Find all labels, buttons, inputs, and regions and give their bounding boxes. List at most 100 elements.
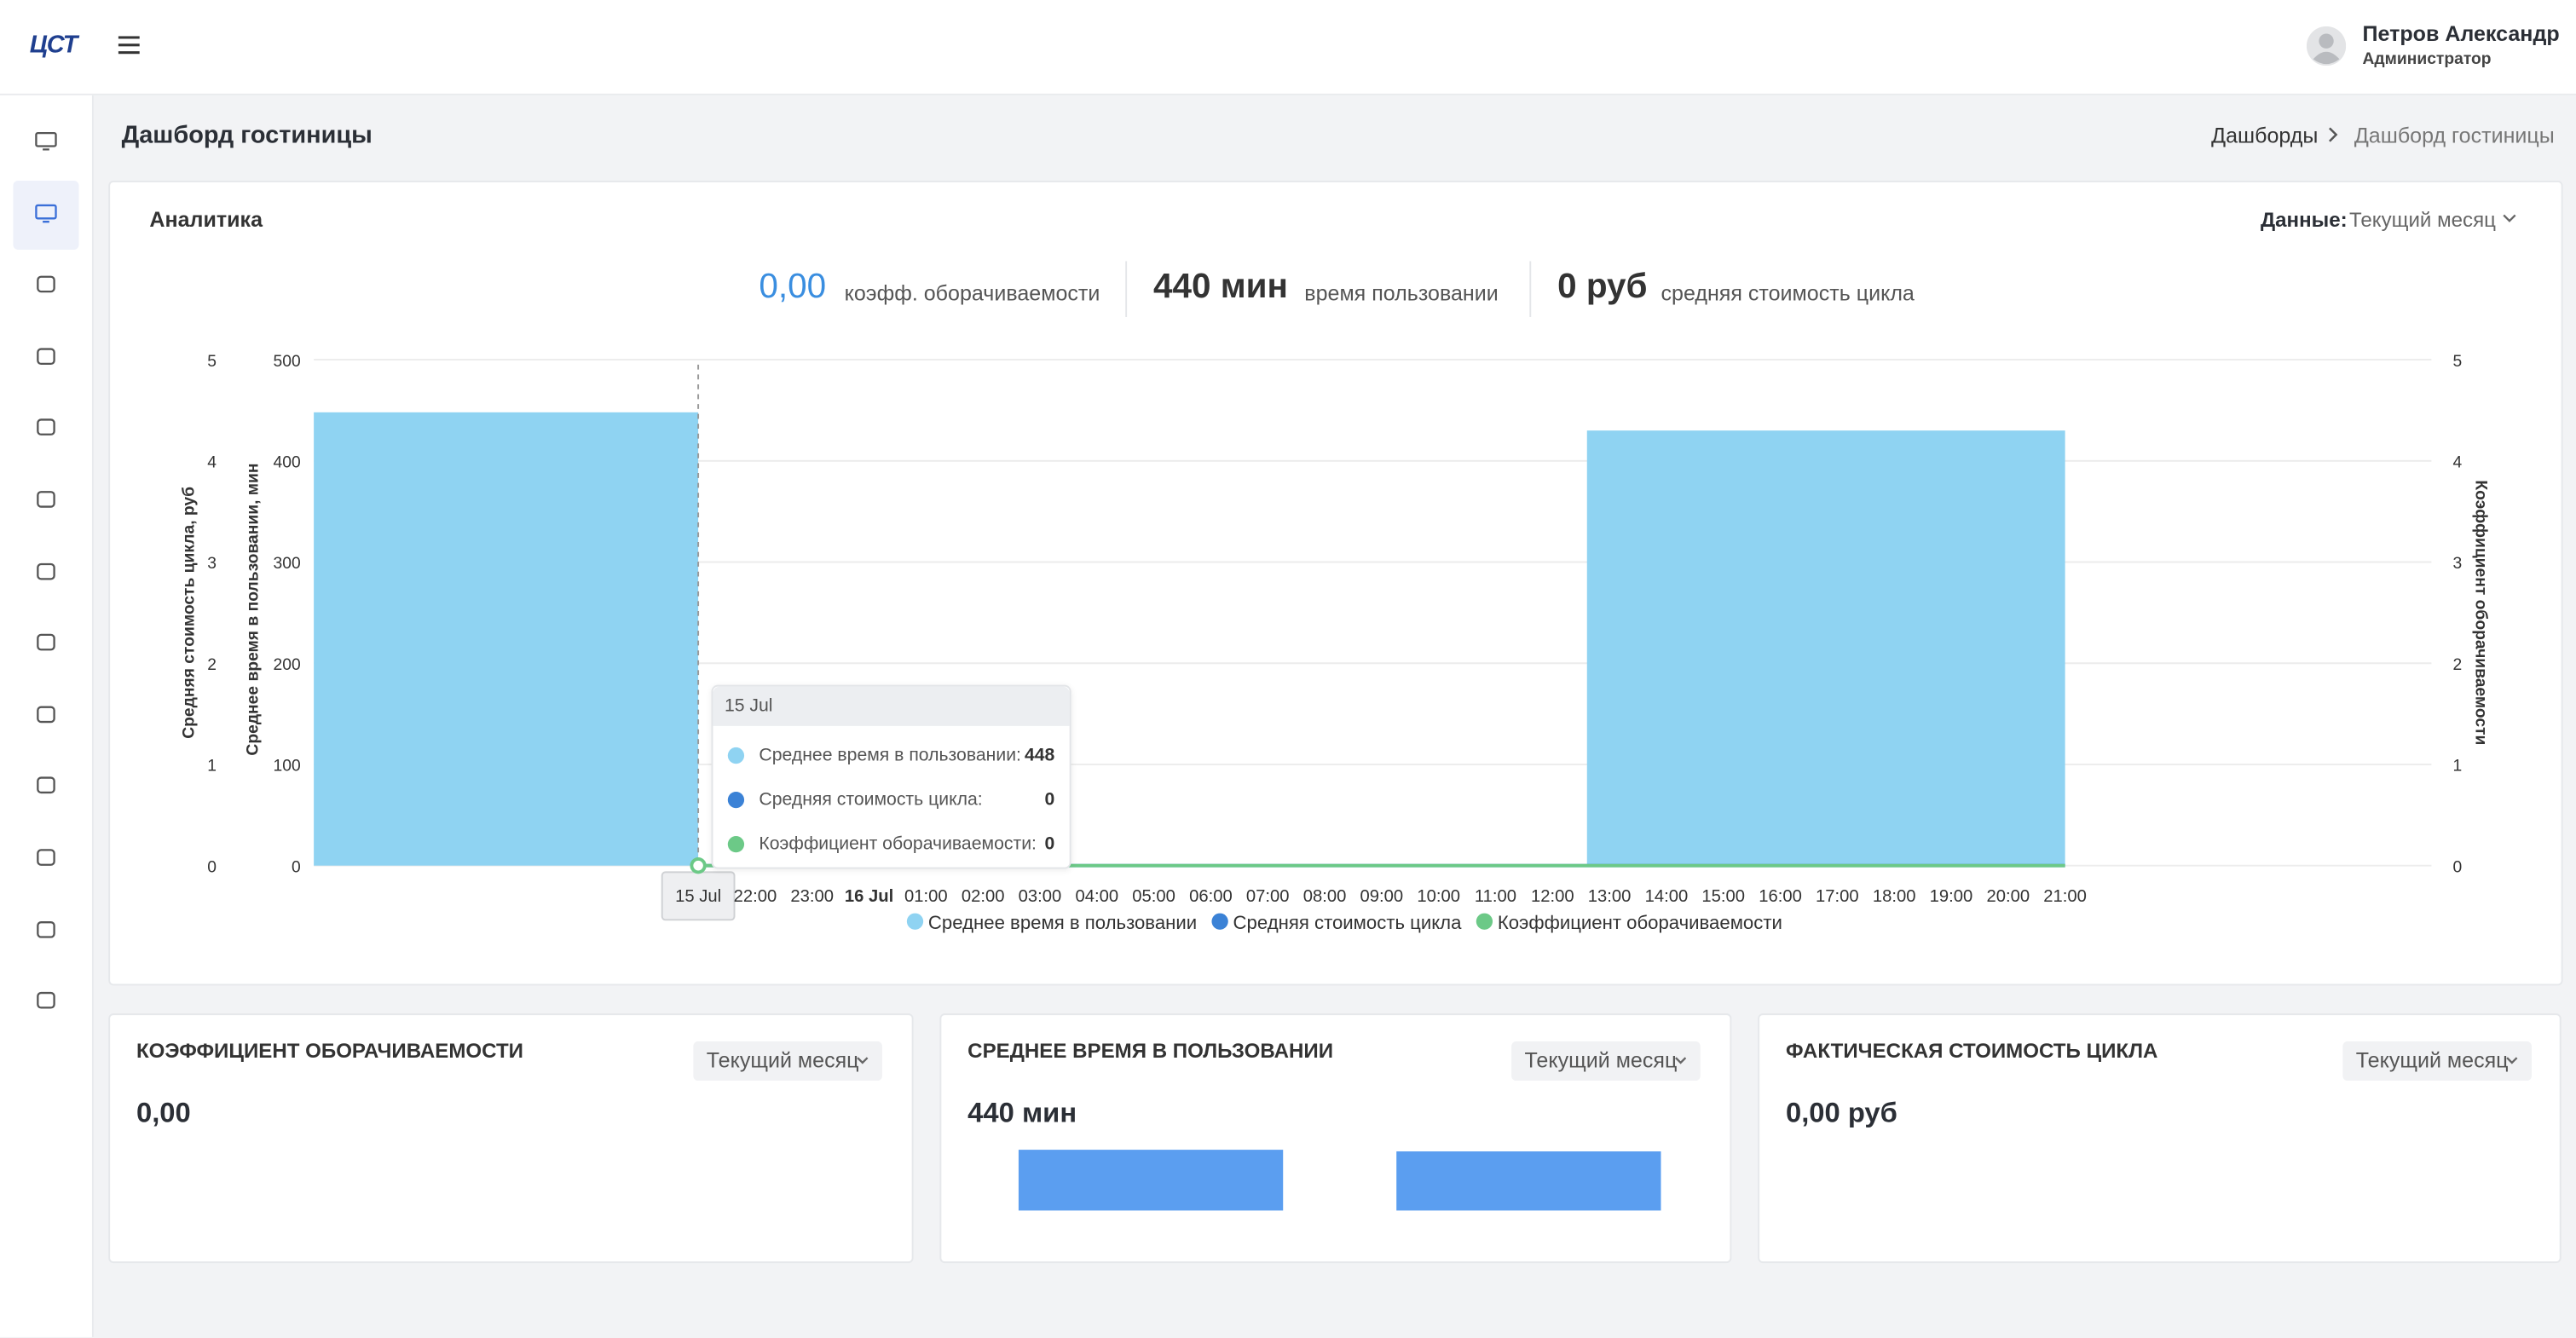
sidebar-active bbox=[13, 181, 79, 250]
sidebar bbox=[0, 95, 94, 1337]
divider bbox=[1529, 261, 1532, 317]
filter-label: Данные: bbox=[2260, 208, 2348, 232]
tooltip-rows: Среднее время в пользовании: 448 Средняя с… bbox=[713, 735, 1069, 868]
nav-icon[interactable] bbox=[34, 274, 57, 294]
period-dropdown[interactable]: Текущий месяц bbox=[2342, 1041, 2532, 1081]
legend-swatch bbox=[1211, 913, 1228, 930]
y3-tick-label: 3 bbox=[207, 555, 217, 573]
chevron bbox=[2503, 214, 2516, 222]
nav-icon[interactable] bbox=[34, 991, 57, 1011]
y2-axis-title: Коэффициент оборачиваемости bbox=[2471, 480, 2489, 745]
mini-bar bbox=[1018, 1150, 1284, 1211]
y3-tick-label: 0 bbox=[207, 858, 217, 876]
tooltip-title: 15 Jul bbox=[713, 686, 1070, 726]
period-dropdown[interactable]: Текущий месяц bbox=[1511, 1041, 1701, 1081]
y2-tick-label: 5 bbox=[2452, 353, 2462, 371]
avatar[interactable] bbox=[2306, 26, 2347, 66]
kpi-value: 0,00 bbox=[759, 268, 827, 306]
tooltip-row: Коэффициент оборачиваемости: 0 bbox=[713, 823, 1069, 868]
legend-label: Средняя стоимость цикла bbox=[1233, 912, 1463, 933]
menu-toggle[interactable] bbox=[118, 36, 140, 55]
user-role: Администратор bbox=[2362, 50, 2492, 69]
y2-tick-label: 0 bbox=[2452, 858, 2462, 876]
nav-icon[interactable] bbox=[34, 203, 57, 222]
bar bbox=[1586, 430, 2065, 866]
nav-icon[interactable] bbox=[34, 418, 57, 437]
hover-point bbox=[690, 857, 707, 874]
x-tick-label: 20:00 bbox=[1986, 887, 2030, 906]
nav-icon[interactable] bbox=[34, 489, 57, 509]
tooltip-swatch bbox=[727, 747, 745, 764]
nav-icon[interactable] bbox=[34, 632, 57, 652]
filter-value[interactable]: Текущий месяц bbox=[2349, 208, 2496, 232]
legend-label: Среднее время в пользовании bbox=[928, 912, 1197, 933]
nav-icon[interactable] bbox=[34, 346, 57, 366]
card-value: 440 мин bbox=[967, 1097, 1077, 1129]
tooltip: 15 Jul Среднее время в пользовании: 448 Ср… bbox=[711, 684, 1071, 869]
x-tick-label: 17:00 bbox=[1816, 887, 1859, 906]
nav-icon[interactable] bbox=[34, 847, 57, 867]
y3-tick-label: 5 bbox=[207, 353, 217, 371]
page-title: Дашборд гостиницы bbox=[121, 121, 373, 150]
tooltip-value: 0 bbox=[1044, 834, 1055, 855]
y-tick-label: 500 bbox=[274, 353, 301, 371]
x-tick-label: 10:00 bbox=[1417, 887, 1460, 906]
x-tick-label: 06:00 bbox=[1189, 887, 1233, 906]
y2-tick-label: 3 bbox=[2452, 555, 2462, 573]
nav-icon[interactable] bbox=[34, 561, 57, 580]
kpi-label: средняя стоимость цикла bbox=[1661, 280, 1915, 306]
kpi-label: время пользовании bbox=[1304, 280, 1499, 306]
x-tick-label: 05:00 bbox=[1132, 887, 1175, 906]
dropdown-label: Текущий месяц bbox=[1524, 1047, 1678, 1073]
mini-bar bbox=[1396, 1151, 1661, 1211]
card-title: ФАКТИЧЕСКАЯ СТОИМОСТЬ ЦИКЛА bbox=[1785, 1039, 2158, 1063]
x-tick-label: 09:00 bbox=[1360, 887, 1404, 906]
tooltip-value: 0 bbox=[1044, 790, 1055, 810]
x-tick-label: 02:00 bbox=[962, 887, 1005, 906]
logo[interactable]: ЦСТ bbox=[29, 31, 78, 60]
tooltip-label: Средняя стоимость цикла: bbox=[759, 790, 983, 810]
breadcrumb[interactable]: Дашборды bbox=[2211, 123, 2319, 148]
divider bbox=[1125, 261, 1128, 317]
card-title: СРЕДНЕЕ ВРЕМЯ В ПОЛЬЗОВАНИИ bbox=[967, 1039, 1334, 1063]
legend-label: Коэффициент оборачиваемости bbox=[1498, 912, 1782, 933]
y3-axis-title: Средняя стоимость цикла, руб bbox=[180, 487, 198, 739]
y2-tick-label: 1 bbox=[2452, 758, 2462, 776]
nav-icon[interactable] bbox=[34, 776, 57, 795]
user-name[interactable]: Петров Александр bbox=[2362, 21, 2560, 46]
card-title: Аналитика bbox=[149, 206, 263, 232]
breadcrumb-separator bbox=[2329, 127, 2338, 142]
y-tick-label: 300 bbox=[274, 555, 301, 573]
chevron bbox=[1675, 1057, 1687, 1064]
x-tick-label: 14:00 bbox=[1645, 887, 1689, 906]
nav-icon[interactable] bbox=[34, 704, 57, 724]
x-tick-label: 11:00 bbox=[1475, 887, 1516, 906]
x-tick-label: 03:00 bbox=[1019, 887, 1062, 906]
x-tick-label: 16:00 bbox=[1759, 887, 1802, 906]
tooltip-swatch bbox=[727, 791, 745, 809]
x-tick-label: 12:00 bbox=[1531, 887, 1574, 906]
y-tick-label: 400 bbox=[274, 454, 301, 472]
breadcrumb: Дашборд гостиницы bbox=[2354, 123, 2555, 148]
x-tick-label: 15 Jul bbox=[675, 887, 721, 906]
tooltip-label: Среднее время в пользовании: bbox=[759, 745, 1021, 766]
kpi-label: коэфф. оборачиваемости bbox=[844, 280, 1100, 306]
x-tick-label: 08:00 bbox=[1303, 887, 1347, 906]
x-tick-label: 16 Jul bbox=[845, 887, 893, 906]
legend-swatch bbox=[906, 913, 924, 930]
nav-icon[interactable] bbox=[34, 131, 57, 151]
tooltip-value: 448 bbox=[1024, 745, 1055, 766]
legend-swatch bbox=[1476, 913, 1493, 930]
nav-icon[interactable] bbox=[34, 920, 57, 939]
tooltip-swatch bbox=[727, 835, 745, 853]
x-tick-label: 23:00 bbox=[790, 887, 834, 906]
period-dropdown[interactable]: Текущий месяц bbox=[693, 1041, 882, 1081]
card-value: 0,00 руб bbox=[1785, 1097, 1897, 1129]
x-tick-label: 04:00 bbox=[1075, 887, 1118, 906]
card-title: КОЭФФИЦИЕНТ ОБОРАЧИВАЕМОСТИ bbox=[136, 1039, 523, 1063]
y-tick-label: 200 bbox=[274, 656, 301, 674]
bar bbox=[314, 412, 699, 866]
card-value: 0,00 bbox=[136, 1097, 191, 1129]
